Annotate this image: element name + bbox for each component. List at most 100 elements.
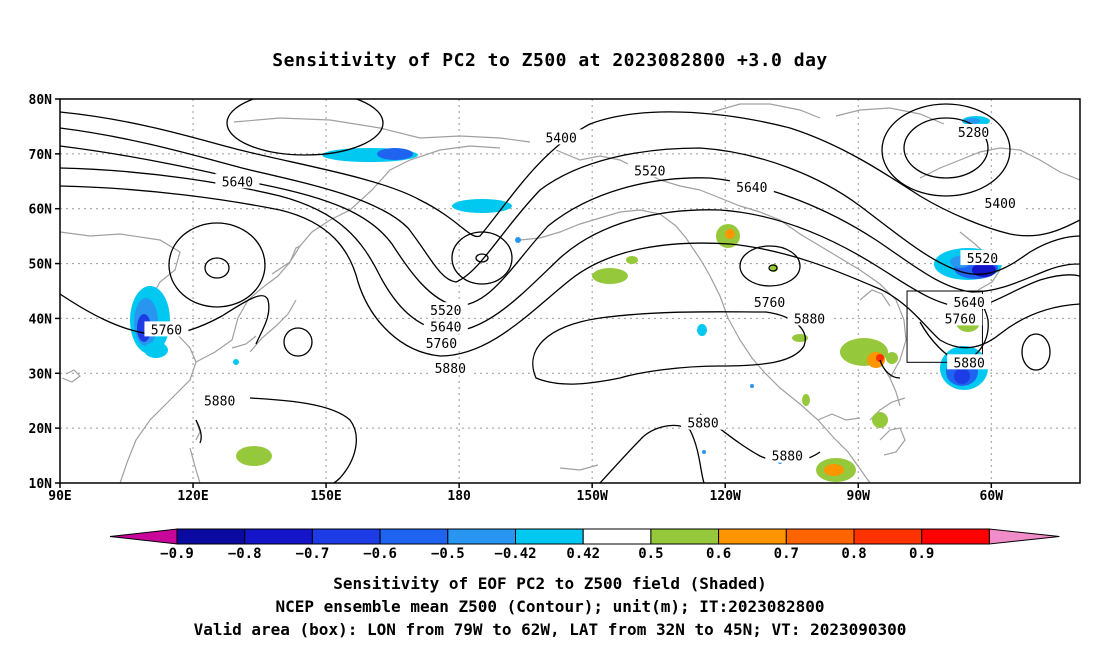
sensitivity-patch [824, 464, 844, 476]
contour-label: 5880 [435, 362, 466, 377]
sensitivity-patch [144, 342, 168, 358]
contour-label: 5880 [687, 417, 718, 432]
lon-label: 120W [710, 489, 741, 504]
sensitivity-patch [452, 199, 512, 213]
contour-label: 5400 [545, 131, 576, 146]
contour-label-bg [729, 178, 774, 194]
coastlines [60, 103, 1080, 483]
sensitivity-patch [886, 352, 898, 364]
colorbar-label: 0.42 [566, 546, 600, 562]
contour-label-bg [419, 335, 464, 351]
colorbar-label: 0.9 [909, 546, 934, 562]
sensitivity-patch [750, 384, 754, 388]
contour-label: 5640 [736, 181, 767, 196]
contour-label-bg [681, 414, 726, 430]
longitude-labels: 90E 120E 150E 180 150W 120W 90W 60W [48, 483, 1003, 504]
contour-label: 5880 [794, 312, 825, 327]
colorbar-segment [311, 528, 381, 545]
contour-label-bg [747, 293, 792, 309]
lon-label: 90W [847, 489, 871, 504]
contour-label-bg [787, 310, 832, 326]
contour-label-bg [938, 310, 983, 326]
colorbar-segment [921, 528, 990, 545]
contour-label-bg [627, 162, 672, 178]
colorbar-segment [244, 528, 313, 545]
sensitivity-patch [876, 354, 884, 362]
sensitivity-patch [792, 334, 808, 342]
lon-label: 150W [577, 489, 608, 504]
sensitivity-patch [377, 148, 413, 160]
lon-label: 90E [48, 489, 71, 504]
map-gridlines [60, 99, 1080, 483]
contour-label-bg [951, 123, 996, 139]
contour-label: 5760 [151, 323, 182, 338]
contour-label-bg [215, 173, 260, 189]
contour-label-bg [539, 129, 584, 145]
contour-label-bg [947, 354, 992, 370]
sensitivity-patch [872, 412, 888, 428]
lon-label: 150E [310, 489, 341, 504]
lat-label: 40N [29, 312, 53, 327]
colorbar-segment [582, 528, 652, 545]
colorbar-arrow-left [109, 528, 178, 545]
colorbar-segment [447, 528, 516, 545]
sensitivity-patch [515, 237, 521, 243]
lon-label: 120E [177, 489, 208, 504]
colorbar-label: 0.6 [706, 546, 731, 562]
colorbar-label: −0.8 [228, 546, 262, 562]
sensitivity-patch [802, 394, 810, 406]
contour-label: 5280 [958, 126, 989, 141]
contour-label-bg [423, 318, 468, 334]
contour-label: 5880 [772, 450, 803, 465]
colorbar-label: −0.7 [296, 546, 330, 562]
contour-label: 5520 [967, 252, 998, 267]
contour-label: 5520 [634, 164, 665, 179]
lat-label: 30N [29, 367, 53, 382]
colorbar-labels: −0.9 −0.8 −0.7 −0.6 −0.5 −0.42 0.42 0.5 0.6 0.7 0.… [160, 546, 934, 562]
colorbar-arrow-right [988, 528, 1060, 545]
contour-label-bg [947, 293, 992, 309]
caption-line-1: Sensitivity of EOF PC2 to Z500 field (Sh… [333, 574, 767, 593]
chart-title: Sensitivity of PC2 to Z500 at 2023082800… [272, 50, 828, 71]
sensitivity-patch [236, 446, 272, 466]
caption-line-2: NCEP ensemble mean Z500 (Contour); unit(… [275, 597, 825, 616]
colorbar-label: −0.42 [494, 546, 536, 562]
contour-label: 5640 [222, 175, 253, 190]
colorbar-label: 0.8 [841, 546, 866, 562]
lat-label: 20N [29, 422, 53, 437]
z500-contours [60, 99, 1080, 483]
contour-label: 5400 [985, 197, 1016, 212]
colorbar-label: 0.5 [638, 546, 663, 562]
sensitivity-patch [725, 229, 735, 239]
contour-label: 5640 [953, 296, 984, 311]
contour-label: 5640 [430, 321, 461, 336]
lat-label: 60N [29, 203, 53, 218]
colorbar-label: 0.7 [774, 546, 799, 562]
sensitivity-patch [592, 268, 628, 284]
colorbar [109, 528, 1060, 545]
lat-label: 80N [29, 93, 53, 108]
colorbar-label: −0.5 [431, 546, 465, 562]
map-frame [59, 98, 1081, 484]
lat-label: 70N [29, 148, 53, 163]
colorbar-segment [379, 528, 449, 545]
sensitivity-shading [130, 116, 1002, 482]
colorbar-segment [785, 528, 855, 545]
colorbar-segment [718, 528, 787, 545]
contour-label: 5520 [430, 304, 461, 319]
contour-label: 5760 [754, 296, 785, 311]
lat-label: 10N [29, 477, 53, 492]
contour-label: 5880 [953, 356, 984, 371]
valid-area-box [906, 290, 983, 363]
contour-label-bg [960, 250, 1005, 266]
contour-label-bg [423, 302, 468, 318]
sensitivity-patch [233, 359, 239, 365]
sensitivity-patch [697, 324, 707, 336]
contour-label-bg [978, 195, 1023, 211]
colorbar-segment [515, 528, 584, 545]
colorbar-label: −0.9 [160, 546, 194, 562]
contour-label: 5760 [945, 312, 976, 327]
lat-label: 50N [29, 258, 53, 273]
